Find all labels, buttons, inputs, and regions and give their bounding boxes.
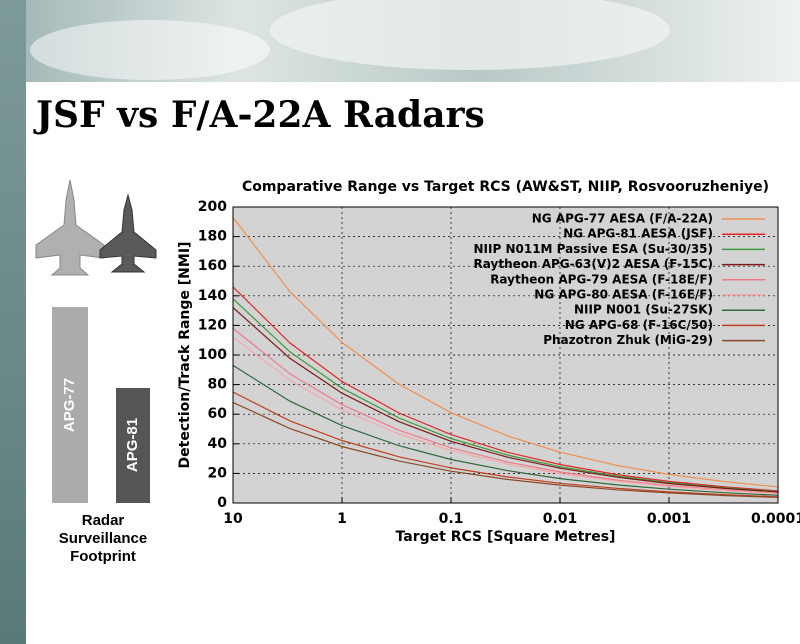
aircraft-icon <box>99 193 157 273</box>
y-tick-label: 0 <box>217 495 227 511</box>
series-line <box>232 327 779 494</box>
y-tick-label: 40 <box>208 436 228 452</box>
legend-label: NG APG-80 AESA (F-16E/F) <box>534 288 713 302</box>
y-tick-label: 140 <box>198 288 227 304</box>
y-tick-label: 100 <box>198 347 227 363</box>
y-tick-label: 120 <box>198 317 227 333</box>
cloud <box>30 20 270 80</box>
legend-label: Raytheon APG-79 AESA (F-18E/F) <box>490 272 713 286</box>
series-line <box>232 391 779 498</box>
series-line <box>232 307 779 493</box>
legend-label: Phazotron Zhuk (MiG-29) <box>543 333 713 347</box>
slide-title: JSF vs F/A-22A Radars <box>33 94 485 136</box>
aircraft-icon <box>35 179 105 276</box>
series-line <box>232 298 779 493</box>
cloud <box>270 0 670 70</box>
legend-label: NG APG-68 (F-16C/50) <box>565 318 713 332</box>
plot-border <box>232 206 779 504</box>
series-line <box>232 336 779 495</box>
side-stripe <box>0 0 26 644</box>
caption: Surveillance <box>59 530 147 547</box>
bar-label: APG-77 <box>61 378 78 432</box>
x-tick-label: 0.01 <box>543 511 578 527</box>
legend-label: NIIP N011M Passive ESA (Su-30/35) <box>474 242 713 256</box>
y-axis-label: Detection/Track Range [NMI] <box>177 242 193 469</box>
x-tick-label: 0.001 <box>647 511 691 527</box>
x-tick-label: 1 <box>337 511 347 527</box>
caption: Footprint <box>70 548 136 565</box>
chart-title: Comparative Range vs Target RCS (AW&ST, … <box>242 179 769 195</box>
caption: Radar <box>82 512 125 529</box>
footprint-bar <box>116 388 150 503</box>
series-line <box>232 217 779 488</box>
x-tick-label: 10 <box>223 511 243 527</box>
y-tick-label: 200 <box>198 199 227 215</box>
bar-label: APG-81 <box>124 418 141 472</box>
y-tick-label: 20 <box>208 465 228 481</box>
x-tick-label: 0.1 <box>439 511 464 527</box>
legend-label: NG APG-81 AESA (JSF) <box>563 227 713 241</box>
chart: Comparative Range vs Target RCS (AW&ST, … <box>177 179 800 545</box>
series-line <box>232 286 779 492</box>
legend-label: NIIP N001 (Su-27SK) <box>574 303 713 317</box>
series-line <box>232 364 779 496</box>
legend-label: NG APG-77 AESA (F/A-22A) <box>532 212 713 226</box>
x-axis-label: Target RCS [Square Metres] <box>396 529 616 545</box>
x-tick-label: 0.0001 <box>751 511 800 527</box>
series-line <box>232 401 779 498</box>
y-tick-label: 180 <box>198 229 227 245</box>
footprint-bar <box>52 307 88 503</box>
y-tick-label: 60 <box>208 406 228 422</box>
legend-label: Raytheon APG-63(V)2 AESA (F-15C) <box>474 257 713 271</box>
y-tick-label: 160 <box>198 258 227 274</box>
y-tick-label: 80 <box>208 377 228 393</box>
